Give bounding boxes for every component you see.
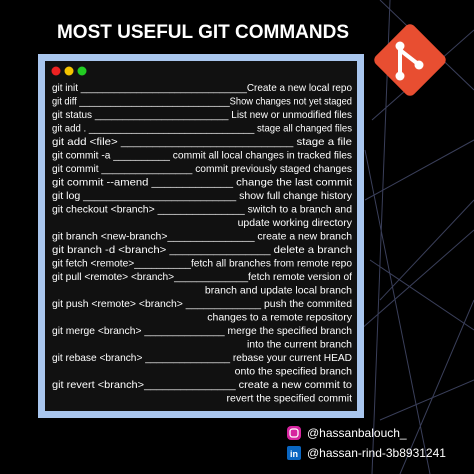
- command-line: git checkout <branch> _______________ sw…: [52, 204, 352, 216]
- command-line: git commit ________________ commit previ…: [52, 163, 352, 175]
- command-line: git diff _____________________________Sh…: [52, 96, 352, 108]
- command-line: git branch <new-branch>_______________ c…: [52, 231, 352, 243]
- instagram-icon: [287, 426, 301, 440]
- title: MOST USEFUL GIT COMMANDS: [57, 22, 349, 43]
- command-line: git status ________________________ List…: [52, 109, 352, 121]
- linkedin-icon-text: in: [290, 449, 298, 459]
- dot-green: [77, 66, 87, 76]
- git-logo: [374, 24, 446, 96]
- command-line: git add . ______________________________…: [52, 123, 352, 135]
- command-continuation: into the current branch: [247, 339, 352, 351]
- linkedin-icon: [287, 446, 301, 460]
- command-line: git push <remote> <branch> _____________…: [52, 298, 352, 310]
- instagram-icon-inner: [289, 428, 299, 438]
- command-continuation: branch and update local branch: [205, 285, 352, 297]
- terminal: [45, 61, 357, 411]
- dot-red: [51, 66, 61, 76]
- instagram-handle: @hassanbalouch_: [307, 426, 407, 440]
- command-line: git rebase <branch> _______________ reba…: [52, 352, 352, 364]
- command-line: git pull <remote> <branch>_____________f…: [52, 271, 352, 283]
- command-continuation: revert the specified commit: [227, 393, 353, 405]
- command-line: git branch -d <branch> ________________ …: [52, 244, 352, 256]
- command-continuation: changes to a remote repository: [207, 312, 352, 324]
- command-list: git init ______________________________C…: [52, 82, 353, 405]
- command-line: git commit -a __________ commit all loca…: [52, 150, 352, 162]
- command-continuation: onto the specified branch: [235, 366, 352, 378]
- command-continuation: update working directory: [238, 217, 353, 229]
- command-line: git log __________________________ show …: [52, 190, 353, 202]
- command-line: git merge <branch> ______________ merge …: [52, 325, 352, 337]
- command-line: git add <file> _________________________…: [52, 136, 352, 148]
- command-line: git init ______________________________C…: [52, 82, 352, 94]
- dot-yellow: [64, 66, 74, 76]
- command-line: git commit --amend _____________ change …: [52, 177, 352, 189]
- command-line: git revert <branch>_______________ creat…: [52, 379, 352, 391]
- linkedin-handle: @hassan-rind-3b8931241: [307, 446, 446, 460]
- command-line: git fetch <remote>__________fetch all br…: [52, 258, 352, 270]
